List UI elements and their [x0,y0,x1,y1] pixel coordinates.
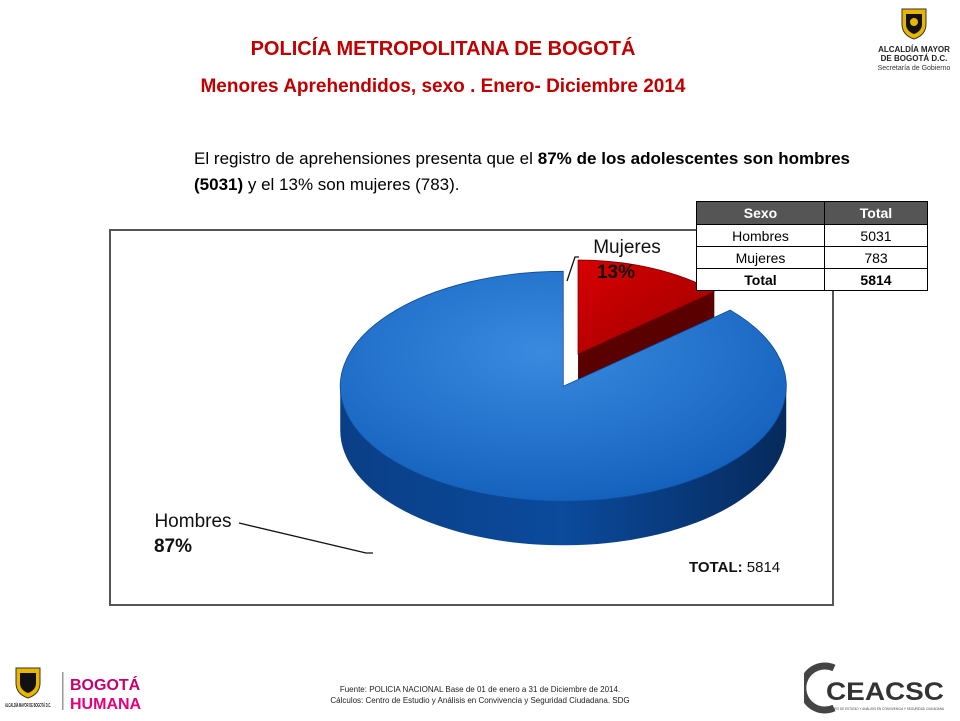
total-value: 5814 [743,559,781,576]
footer-source: Fuente: POLICIA NACIONAL Base de 01 de e… [339,685,621,694]
coat-inner-shape [20,673,36,693]
slice-hombres-side [340,386,787,546]
mujeres-label: Mujeres [593,237,661,258]
logo-brand-line2: HUMANA [70,696,142,713]
table-cell: 5814 [824,268,928,291]
pie-chart: Mujeres 13% Hombres 87% TOTAL: 5814 [109,229,834,606]
table-cell: Hombres [696,224,825,247]
logo-small-text: CENTRO DE ESTUDIO Y ANÁLISIS EN CONVIVEN… [826,706,944,711]
source-footer: Fuente: POLICIA NACIONAL Base de 01 de e… [240,684,720,706]
mujeres-percent: 13% [597,262,635,283]
table-cell: 783 [824,246,928,269]
total-label: TOTAL: [689,559,743,576]
alcaldia-line2: DE BOGOTÁ D.C. [880,54,948,63]
mujeres-leader-line [566,256,579,282]
intro-paragraph: El registro de aprehensiones presenta qu… [194,146,850,198]
table-cell: 5031 [824,224,928,247]
hombres-leader-line [238,522,373,554]
slice-mujeres-side [578,291,715,381]
hombres-label: Hombres [154,511,231,532]
alcaldia-line1: ALCALDÍA MAYOR [878,45,950,54]
table-row: Mujeres 783 [696,246,928,269]
alcaldia-line3: Secretaría de Gobierno [877,65,951,72]
bogota-humana-svg: ALCALDÍA MAYOR DE BOGOTÁ D.C. BOGOTÁ HUM… [5,667,142,713]
hombres-percent: 87% [154,536,192,557]
table-cell: Mujeres [696,246,825,269]
table-total-row: Total 5814 [696,268,928,291]
table-header-sexo: Sexo [696,201,825,225]
intro-part1: El registro de aprehensiones presenta qu… [194,149,538,168]
table-header-total: Total [824,201,928,225]
intro-part2: y el 13% son mujeres (783). [243,175,460,194]
ceacsc-logo: CEACSC CENTRO DE ESTUDIO Y ANÁLISIS EN C… [799,660,954,716]
coat-of-arms-icon [901,8,927,40]
page-title: POLICÍA METROPOLITANA DE BOGOTÁ [250,38,636,60]
table-row: Hombres 5031 [696,224,928,247]
logo-small-text: ALCALDÍA MAYOR DE BOGOTÁ D.C. [5,701,51,709]
bogota-humana-logo: ALCALDÍA MAYOR DE BOGOTÁ D.C. BOGOTÁ HUM… [4,666,154,716]
table-header-row: Sexo Total [696,201,928,225]
footer-calculation: Cálculos: Centro de Estudio y Análisis e… [330,696,630,705]
table-cell: Total [696,268,825,291]
logo-divider [62,672,64,710]
pie-chart-svg: Mujeres 13% Hombres 87% TOTAL: 5814 [154,237,787,576]
intro-bold: 87% de los adolescentes son hombres (503… [194,149,850,194]
page-subtitle: Menores Aprehendidos, sexo . Enero- Dici… [200,76,686,97]
alcaldia-logo: ALCALDÍA MAYOR DE BOGOTÁ D.C. Secretaría… [872,6,956,84]
slice-hombres [339,270,787,502]
logo-brand-text: CEACSC [826,678,944,706]
ceacsc-svg: CEACSC CENTRO DE ESTUDIO Y ANÁLISIS EN C… [799,662,944,714]
total-annotation: TOTAL: 5814 [689,559,780,576]
logo-brand-line1: BOGOTÁ [70,675,141,694]
summary-table: Sexo Total Hombres 5031 Mujeres 783 Tota… [696,201,928,291]
